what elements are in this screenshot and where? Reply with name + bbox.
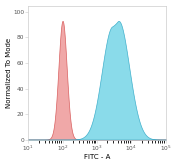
X-axis label: FITC - A: FITC - A: [84, 154, 110, 161]
Y-axis label: Normalized To Mode: Normalized To Mode: [5, 38, 12, 108]
